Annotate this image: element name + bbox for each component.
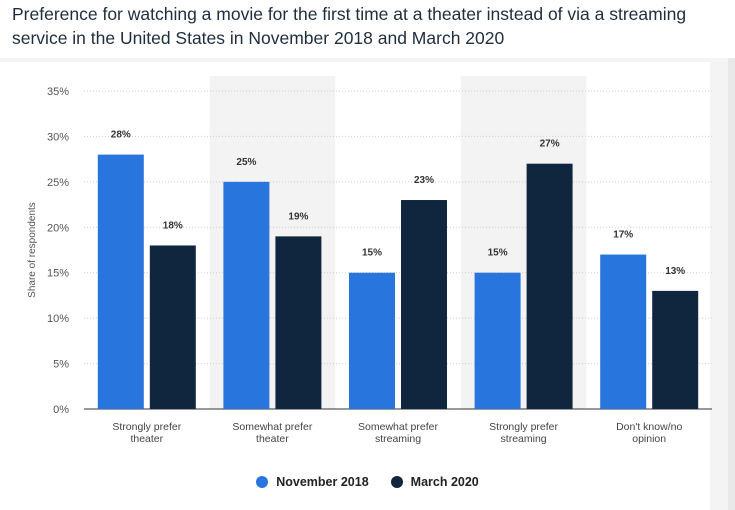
y-axis-label: Share of respondents (27, 202, 38, 298)
y-tick-label: 0% (53, 404, 69, 416)
y-tick-label: 15% (47, 268, 69, 280)
side-panel-strip (728, 58, 735, 510)
data-label: 19% (288, 211, 308, 222)
data-label: 13% (665, 266, 685, 277)
bar (149, 245, 196, 409)
x-tick-label: Strongly prefer streaming (489, 421, 558, 445)
data-label: 23% (414, 175, 434, 186)
bar-chart: 0% 5% 10% 15% 20% 25% 30% 35% Share of responden… (27, 76, 712, 445)
y-tick-label: 10% (47, 313, 69, 325)
y-tick-label: 35% (47, 86, 69, 98)
y-tick-label: 5% (53, 359, 69, 371)
data-label: 15% (488, 248, 508, 259)
data-label: 25% (236, 157, 256, 168)
legend: November 2018 March 2020 (0, 472, 735, 492)
legend-label-march-2020: March 2020 (410, 475, 479, 489)
data-label: 28% (111, 130, 131, 141)
legend-swatch-november-2018 (256, 476, 269, 488)
bar (526, 163, 573, 409)
y-tick-label: 25% (47, 177, 69, 189)
bar (349, 272, 395, 409)
bar (474, 272, 521, 409)
x-tick-label: Somewhat prefer streaming (358, 421, 438, 445)
bar (97, 154, 144, 409)
data-label: 17% (613, 230, 633, 241)
chart-title: Preference for watching a movie for the … (12, 4, 687, 48)
bar (401, 200, 447, 409)
x-tick-label: Strongly prefer theater (112, 421, 181, 445)
legend-item-november-2018[interactable]: November 2018 (256, 472, 369, 492)
bar (275, 236, 322, 409)
bar (652, 290, 699, 409)
legend-item-march-2020[interactable]: March 2020 (390, 472, 479, 492)
data-label: 18% (163, 220, 183, 231)
bar (223, 181, 270, 409)
x-tick-label: Somewhat prefer theater (232, 421, 312, 445)
data-label: 15% (362, 248, 382, 259)
legend-swatch-march-2020 (390, 476, 403, 488)
y-tick-label: 20% (47, 222, 69, 234)
data-label: 27% (540, 139, 560, 150)
x-tick-label: Don't know/no opinion (616, 421, 682, 445)
y-tick-label: 30% (47, 131, 69, 143)
legend-label-november-2018: November 2018 (276, 475, 369, 489)
bar (600, 254, 647, 409)
